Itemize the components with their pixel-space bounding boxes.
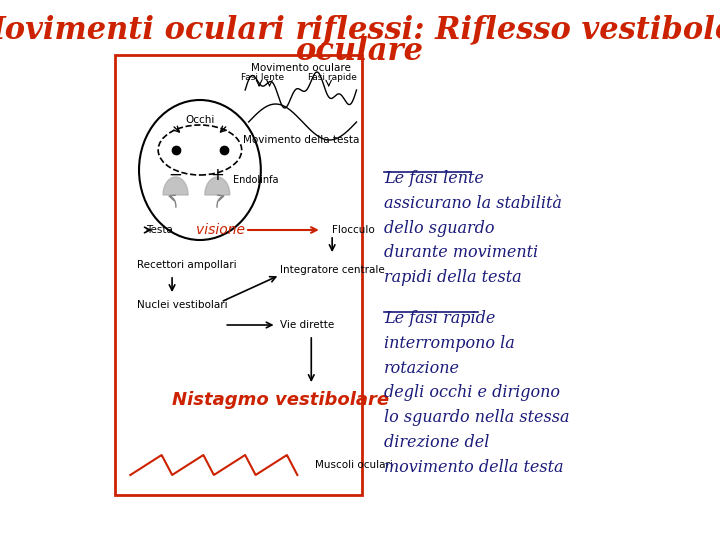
Text: Fasi rapide: Fasi rapide: [307, 73, 356, 83]
Polygon shape: [204, 177, 230, 195]
Text: Fasi lente: Fasi lente: [241, 73, 284, 83]
Text: −: −: [168, 166, 182, 184]
Text: Movimenti oculari riflessi: Riflesso vestibolo-: Movimenti oculari riflessi: Riflesso ves…: [0, 15, 720, 45]
FancyBboxPatch shape: [115, 55, 362, 495]
Text: oculare: oculare: [296, 37, 424, 68]
Text: Flocculo: Flocculo: [332, 225, 375, 235]
Polygon shape: [163, 177, 188, 195]
Text: Occhi: Occhi: [185, 115, 215, 125]
Text: Nistagmo vestibolare: Nistagmo vestibolare: [172, 391, 390, 409]
Text: Testa: Testa: [146, 225, 173, 235]
Text: visione: visione: [197, 223, 246, 237]
Text: Integratore centrale: Integratore centrale: [280, 265, 384, 275]
Text: Endolinfa: Endolinfa: [233, 175, 279, 185]
Ellipse shape: [139, 100, 261, 240]
Text: Movimento oculare: Movimento oculare: [251, 63, 351, 73]
Text: Muscoli oculari: Muscoli oculari: [315, 460, 392, 470]
Text: Nuclei vestibolari: Nuclei vestibolari: [138, 300, 228, 310]
Text: +: +: [210, 166, 224, 184]
Text: Movimento della testa: Movimento della testa: [243, 135, 359, 145]
Text: Recettori ampollari: Recettori ampollari: [138, 260, 237, 270]
Text: Vie dirette: Vie dirette: [280, 320, 334, 330]
Text: Le fasi lente
assicurano la stabilità
dello sguardo
durante movimenti
rapidi del: Le fasi lente assicurano la stabilità de…: [384, 170, 562, 286]
Text: Le fasi rapide
interrompono la
rotazione
degli occhi e dirigono
lo sguardo nella: Le fasi rapide interrompono la rotazione…: [384, 310, 570, 476]
